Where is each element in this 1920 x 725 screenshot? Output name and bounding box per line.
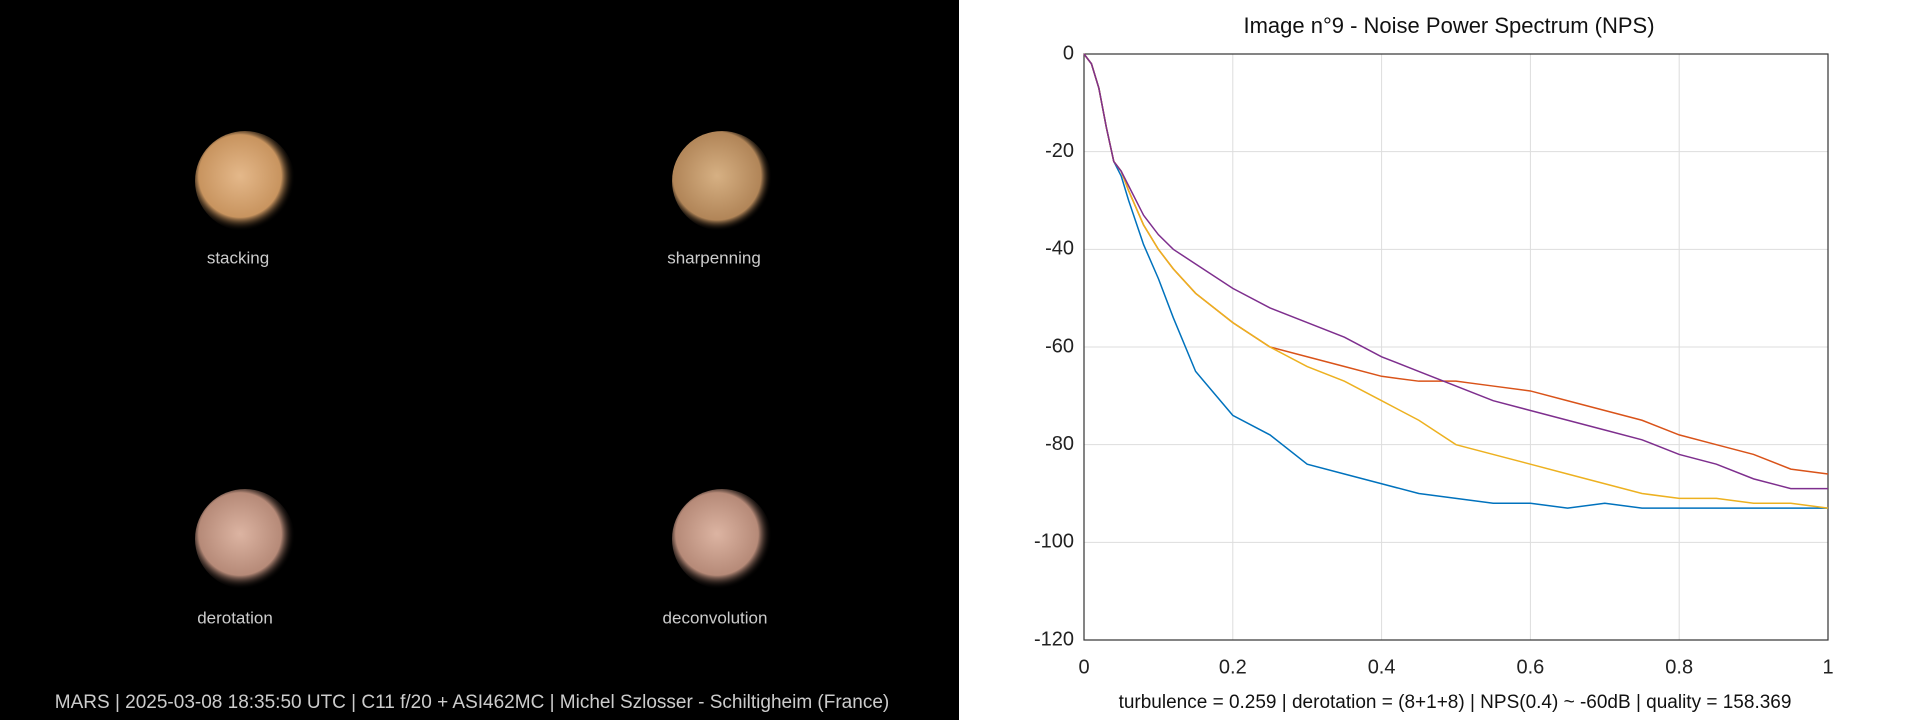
y-tick-label: -100 — [1034, 531, 1074, 553]
y-tick-label: -40 — [1045, 238, 1074, 260]
y-tick-label: -60 — [1045, 335, 1074, 357]
panel-label: stacking — [207, 248, 269, 267]
planet-image — [672, 489, 772, 589]
y-tick-label: -120 — [1034, 628, 1074, 650]
y-tick-label: 0 — [1063, 42, 1074, 64]
panel-label: deconvolution — [663, 608, 768, 627]
panel-label: derotation — [197, 608, 273, 627]
planet-image — [195, 489, 295, 589]
x-tick-label: 0.8 — [1665, 656, 1693, 678]
x-tick-label: 0.6 — [1516, 656, 1544, 678]
chart-title: Image n°9 - Noise Power Spectrum (NPS) — [1243, 13, 1654, 38]
planet-image — [195, 131, 295, 231]
x-tick-label: 0 — [1078, 656, 1089, 678]
y-tick-label: -80 — [1045, 433, 1074, 455]
nps-line — [1083, 53, 1828, 490]
x-tick-label: 0.2 — [1219, 656, 1247, 678]
plot-frame — [1083, 53, 1829, 641]
y-tick-label: -20 — [1045, 140, 1074, 162]
nps-line — [1083, 53, 1828, 509]
planet-image — [672, 131, 772, 231]
x-tick-label: 1 — [1822, 656, 1833, 678]
panel-label: sharpenning — [667, 248, 761, 267]
chart-caption: turbulence = 0.259 | derotation = (8+1+8… — [1119, 692, 1792, 713]
image-panel — [0, 0, 959, 720]
x-tick-label: 0.4 — [1368, 656, 1396, 678]
caption: MARS | 2025-03-08 18:35:50 UTC | C11 f/2… — [55, 692, 889, 713]
